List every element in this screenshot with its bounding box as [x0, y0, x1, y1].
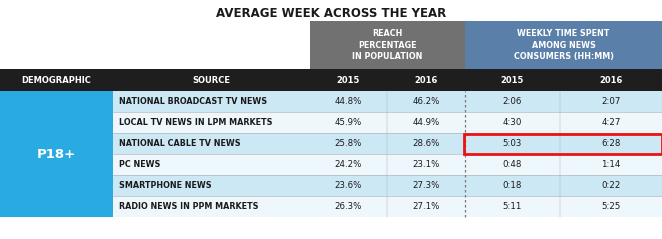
Text: 27.3%: 27.3% — [412, 181, 440, 190]
Text: 23.1%: 23.1% — [412, 160, 440, 169]
Text: 2:07: 2:07 — [601, 97, 621, 106]
Text: WEEKLY TIME SPENT
AMONG NEWS
CONSUMERS (HH:MM): WEEKLY TIME SPENT AMONG NEWS CONSUMERS (… — [514, 29, 614, 61]
Text: 28.6%: 28.6% — [412, 139, 440, 148]
Text: 6:28: 6:28 — [601, 139, 621, 148]
Text: 0:18: 0:18 — [503, 181, 522, 190]
Text: 1:14: 1:14 — [601, 160, 621, 169]
Text: NATIONAL BROADCAST TV NEWS: NATIONAL BROADCAST TV NEWS — [119, 97, 267, 106]
Text: 2015: 2015 — [337, 76, 360, 85]
Text: AVERAGE WEEK ACROSS THE YEAR: AVERAGE WEEK ACROSS THE YEAR — [216, 7, 446, 20]
Bar — [310, 21, 465, 69]
Text: 23.6%: 23.6% — [335, 181, 362, 190]
Bar — [0, 112, 662, 133]
Text: SOURCE: SOURCE — [193, 76, 230, 85]
Text: REACH
PERCENTAGE
IN POPULATION: REACH PERCENTAGE IN POPULATION — [352, 29, 423, 61]
Bar — [463, 134, 662, 153]
Text: 44.8%: 44.8% — [335, 97, 362, 106]
Text: 26.3%: 26.3% — [335, 202, 362, 211]
Text: 25.8%: 25.8% — [335, 139, 362, 148]
Text: 5:25: 5:25 — [601, 202, 621, 211]
Text: 4:30: 4:30 — [503, 118, 522, 127]
Text: 45.9%: 45.9% — [335, 118, 362, 127]
Text: 46.2%: 46.2% — [412, 97, 440, 106]
Text: 0:48: 0:48 — [503, 160, 522, 169]
Text: 2015: 2015 — [501, 76, 524, 85]
Bar — [0, 196, 662, 217]
Text: 0:22: 0:22 — [601, 181, 621, 190]
Text: 24.2%: 24.2% — [335, 160, 362, 169]
Text: PC NEWS: PC NEWS — [119, 160, 160, 169]
Text: 4:27: 4:27 — [601, 118, 621, 127]
Text: SMARTPHONE NEWS: SMARTPHONE NEWS — [119, 181, 212, 190]
Text: 27.1%: 27.1% — [412, 202, 440, 211]
Bar — [0, 154, 662, 175]
Text: NATIONAL CABLE TV NEWS: NATIONAL CABLE TV NEWS — [119, 139, 240, 148]
Bar — [0, 91, 662, 112]
Text: 2:06: 2:06 — [503, 97, 522, 106]
Text: 2016: 2016 — [599, 76, 623, 85]
Bar — [0, 91, 113, 217]
Text: DEMOGRAPHIC: DEMOGRAPHIC — [22, 76, 91, 85]
Text: RADIO NEWS IN PPM MARKETS: RADIO NEWS IN PPM MARKETS — [119, 202, 258, 211]
Bar — [0, 175, 662, 196]
Text: LOCAL TV NEWS IN LPM MARKETS: LOCAL TV NEWS IN LPM MARKETS — [119, 118, 273, 127]
Text: 5:11: 5:11 — [503, 202, 522, 211]
Bar — [465, 21, 662, 69]
Text: P18+: P18+ — [37, 147, 76, 161]
Text: 44.9%: 44.9% — [412, 118, 440, 127]
Text: 2016: 2016 — [414, 76, 438, 85]
Text: 5:03: 5:03 — [503, 139, 522, 148]
Bar — [0, 69, 662, 91]
Bar — [0, 133, 662, 154]
